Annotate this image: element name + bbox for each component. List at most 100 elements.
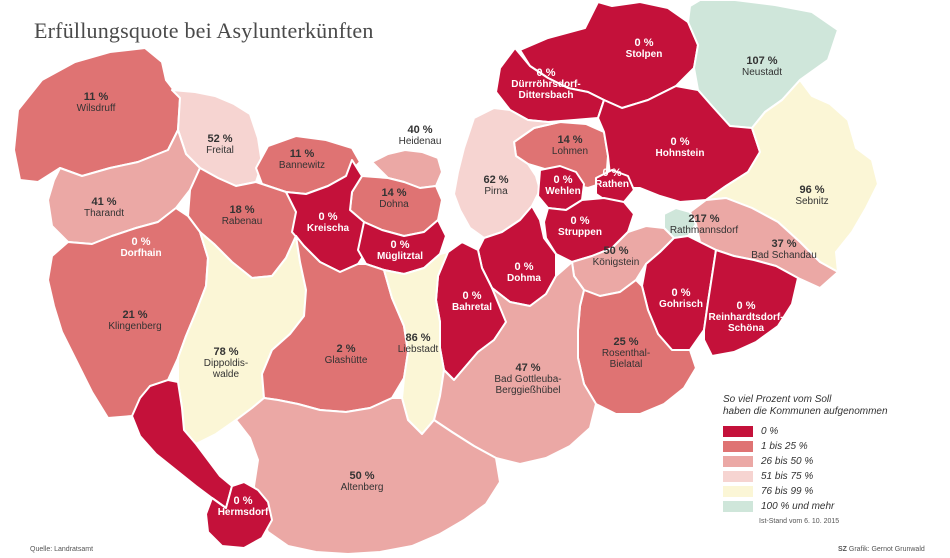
name-label-koenigstein: Königstein (593, 257, 640, 268)
pct-label-dorfhain: 0 % (132, 236, 151, 248)
pct-label-dohna: 14 % (381, 187, 406, 199)
region-hermsdorf (205, 481, 273, 549)
pct-label-reinhardtsdorf: 0 % (737, 300, 756, 312)
pct-label-bad-gottleuba: 47 % (515, 362, 540, 374)
name-label-stolpen: Stolpen (626, 49, 663, 60)
name-label-pirna: Pirna (484, 186, 508, 197)
region-duerrroehrsdorf (495, 47, 605, 123)
legend-swatch (723, 500, 753, 512)
name-label-lohmen: Lohmen (552, 146, 588, 157)
name-label-wehlen: Wehlen (545, 186, 580, 197)
region-bad-gottleuba (433, 261, 597, 465)
legend-label: 26 bis 50 % (761, 455, 814, 467)
legend-item: 0 % (723, 424, 933, 438)
pct-label-dohma: 0 % (515, 261, 534, 273)
name-label-glashuette: Glashütte (325, 355, 368, 366)
legend-item: 76 bis 99 % (723, 484, 933, 498)
name-label-rathen: Rathen (595, 179, 629, 190)
source-note: Quelle: Landratsamt (30, 546, 94, 553)
name-label-hartmannsdorf-2: Reichenau (95, 462, 146, 473)
pct-label-stolpen: 0 % (635, 37, 654, 49)
pct-label-altenberg: 50 % (349, 470, 374, 482)
name-label-bannewitz: Bannewitz (279, 160, 325, 171)
legend-label: 76 bis 99 % (761, 485, 814, 497)
pct-label-kreischa: 0 % (319, 211, 338, 223)
region-rathen (595, 169, 635, 203)
name-label-struppen: Struppen (558, 227, 602, 238)
name-label-dippoldiswalde-2: walde (212, 369, 240, 380)
pct-label-hermsdorf: 0 % (234, 495, 253, 507)
legend-label: 0 % (761, 425, 779, 437)
pct-label-rathmannsdorf: 217 % (688, 213, 719, 225)
name-label-mueglitztal: Müglitztal (377, 251, 423, 262)
name-label-neustadt: Neustadt (742, 67, 782, 78)
status-date: Ist-Stand vom 6. 10. 2015 (759, 518, 840, 525)
pct-label-wilsdruff: 11 % (84, 91, 109, 103)
legend-swatch (723, 455, 753, 467)
pct-label-dippoldiswalde: 78 % (213, 346, 238, 358)
legend-item: 51 bis 75 % (723, 469, 933, 483)
pct-label-rosenthal: 25 % (613, 336, 638, 348)
name-label-reinhardtsdorf-2: Schöna (728, 323, 765, 334)
legend-label: 1 bis 25 % (761, 440, 808, 452)
region-reinhardtsdorf (703, 249, 799, 357)
name-label-reinhardtsdorf: Reinhardtsdorf- (709, 312, 784, 323)
name-label-dippoldiswalde: Dippoldis- (204, 358, 248, 369)
pct-label-gohrisch: 0 % (672, 287, 691, 299)
pct-label-hartmannsdorf: 0 % (111, 439, 130, 451)
pct-label-sebnitz: 96 % (799, 184, 824, 196)
name-label-dohma: Dohma (507, 273, 541, 284)
name-label-bad-gottleuba-2: Berggießhübel (495, 385, 560, 396)
pct-label-struppen: 0 % (571, 215, 590, 227)
legend-title-line-1: So viel Prozent vom Soll (723, 394, 832, 405)
name-label-rosenthal: Rosenthal- (602, 348, 650, 359)
name-label-liebstadt: Liebstadt (398, 344, 439, 355)
name-label-wilsdruff: Wilsdruff (77, 103, 116, 114)
name-label-bad-schandau: Bad Schandau (751, 250, 817, 261)
pct-label-bad-schandau: 37 % (771, 238, 796, 250)
pct-label-koenigstein: 50 % (603, 245, 628, 257)
name-label-tharandt: Tharandt (84, 208, 124, 219)
name-label-rathmannsdorf: Rathmannsdorf (670, 225, 739, 236)
name-label-dohna: Dohna (379, 199, 409, 210)
credit: SZ Grafik: Gernot Grunwald (838, 546, 925, 553)
legend-swatch (723, 485, 753, 497)
name-label-altenberg: Altenberg (341, 482, 384, 493)
legend-item: 1 bis 25 % (723, 439, 933, 453)
legend-swatch (723, 440, 753, 452)
name-label-heidenau: Heidenau (399, 136, 442, 147)
pct-label-freital: 52 % (207, 133, 232, 145)
pct-label-mueglitztal: 0 % (391, 239, 410, 251)
map-title: Erfüllungsquote bei Asylunterkünften (34, 18, 374, 43)
region-altenberg (235, 397, 501, 555)
legend-swatch (723, 425, 753, 437)
legend-item: 26 bis 50 % (723, 454, 933, 468)
name-label-hermsdorf: Hermsdorf (218, 507, 269, 518)
legend-swatch (723, 470, 753, 482)
name-label-hohnstein: Hohnstein (656, 148, 705, 159)
pct-label-hohnstein: 0 % (671, 136, 690, 148)
name-label-rosenthal-2: Bielatal (610, 359, 643, 370)
name-label-freital: Freital (206, 145, 234, 156)
name-label-klingenberg: Klingenberg (108, 321, 161, 332)
pct-label-wehlen: 0 % (554, 174, 573, 186)
pct-label-tharandt: 41 % (91, 196, 116, 208)
name-label-dorfhain: Dorfhain (120, 248, 161, 259)
legend-label: 100 % und mehr (761, 500, 835, 512)
pct-label-rabenau: 18 % (229, 204, 254, 216)
credit-text: Grafik: Gernot Grunwald (848, 546, 925, 553)
name-label-kreischa: Kreischa (307, 223, 350, 234)
legend-title-line-2: haben die Kommunen aufgenommen (723, 406, 888, 417)
pct-label-bahretal: 0 % (463, 290, 482, 302)
pct-label-liebstadt: 86 % (405, 332, 430, 344)
pct-label-neustadt: 107 % (746, 55, 777, 67)
name-label-gohrisch: Gohrisch (659, 299, 703, 310)
legend-label: 51 bis 75 % (761, 470, 814, 482)
pct-label-lohmen: 14 % (557, 134, 582, 146)
name-label-rabenau: Rabenau (222, 216, 263, 227)
name-label-hartmannsdorf: Hartmannsdorf- (82, 451, 157, 462)
name-label-bad-gottleuba: Bad Gottleuba- (494, 374, 561, 385)
pct-label-glashuette: 2 % (337, 343, 356, 355)
